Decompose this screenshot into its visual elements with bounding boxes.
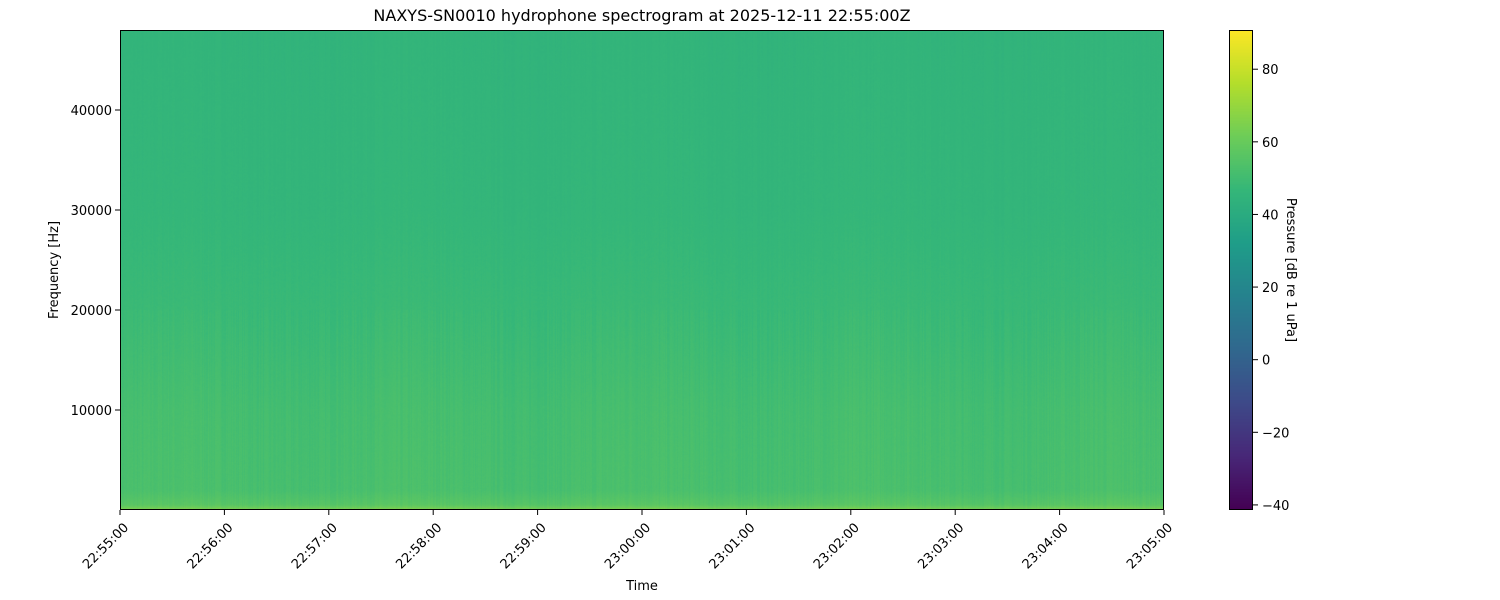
- spectrogram-image: [120, 30, 1164, 510]
- x-axis-label: Time: [625, 579, 658, 594]
- x-tick-label: 22:58:00: [393, 520, 445, 572]
- colorbar-tick-label: 80: [1262, 63, 1279, 78]
- colorbar-label: Pressure [dB re 1 uPa]: [1283, 198, 1298, 342]
- colorbar-tick-label: 60: [1262, 136, 1279, 151]
- x-tick-label: 22:55:00: [80, 520, 132, 572]
- x-tick-label: 23:05:00: [1124, 520, 1176, 572]
- y-tick-label: 40000: [71, 104, 112, 119]
- y-tick-label: 30000: [71, 204, 112, 219]
- x-tick-label: 22:59:00: [498, 520, 550, 572]
- y-tick-label: 20000: [71, 304, 112, 319]
- chart-title: NAXYS-SN0010 hydrophone spectrogram at 2…: [373, 6, 910, 25]
- colorbar-tick-label: −20: [1262, 426, 1289, 441]
- x-tick-label: 23:04:00: [1020, 520, 1072, 572]
- colorbar-tick-label: 0: [1262, 354, 1270, 369]
- x-tick-label: 23:03:00: [915, 520, 967, 572]
- colorbar-frame: [1229, 30, 1253, 510]
- colorbar-gradient: [1229, 30, 1253, 510]
- x-tick-label: 23:02:00: [811, 520, 863, 572]
- colorbar-tick-label: 20: [1262, 281, 1279, 296]
- plot-frame: [120, 30, 1164, 510]
- x-tick-label: 22:57:00: [289, 520, 341, 572]
- x-tick-label: 23:00:00: [602, 520, 654, 572]
- colorbar-tick-label: −40: [1262, 499, 1289, 514]
- y-tick-label: 10000: [71, 404, 112, 419]
- x-tick-label: 22:56:00: [185, 520, 237, 572]
- colorbar-tick-label: 40: [1262, 208, 1279, 223]
- x-tick-label: 23:01:00: [707, 520, 759, 572]
- y-axis-label: Frequency [Hz]: [47, 221, 62, 319]
